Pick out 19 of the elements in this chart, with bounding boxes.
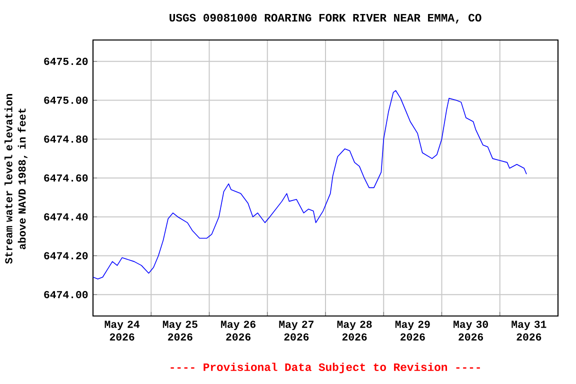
text: ---- Provisional Data Subject to Revision ----: [170, 362, 480, 374]
y-tick-label: 6474.40: [44, 213, 88, 220]
x-tick-label: May 26 2026: [221, 320, 256, 341]
y-axis-title: Stream water level elevation above NAVD 1988, in feet: [4, 94, 28, 264]
y-tick-label: 6474.80: [44, 136, 88, 143]
x-tick-label: May 29 2026: [395, 320, 430, 341]
x-tick-label: May 31 2026: [512, 320, 546, 341]
y-tick-label: 6475.00: [44, 96, 88, 104]
y-tick-label: 6475.20: [44, 58, 88, 65]
x-tick-label: May 24 2026: [104, 320, 140, 341]
x-tick-label: May 27 2026: [279, 320, 314, 341]
y-tick-label: 6474.20: [44, 252, 88, 260]
x-tick-label: May 25 2026: [162, 320, 198, 341]
x-tick-label: May 28 2026: [337, 320, 372, 341]
y-tick-label: 6474.00: [44, 290, 88, 298]
x-tick-label: May 30 2026: [454, 320, 488, 341]
chart-title: USGS 09081000 ROARING FORK RIVER NEAR EMMA, CO: [170, 14, 482, 24]
line-series: [93, 90, 527, 280]
y-tick-label: 6474.60: [44, 174, 88, 182]
